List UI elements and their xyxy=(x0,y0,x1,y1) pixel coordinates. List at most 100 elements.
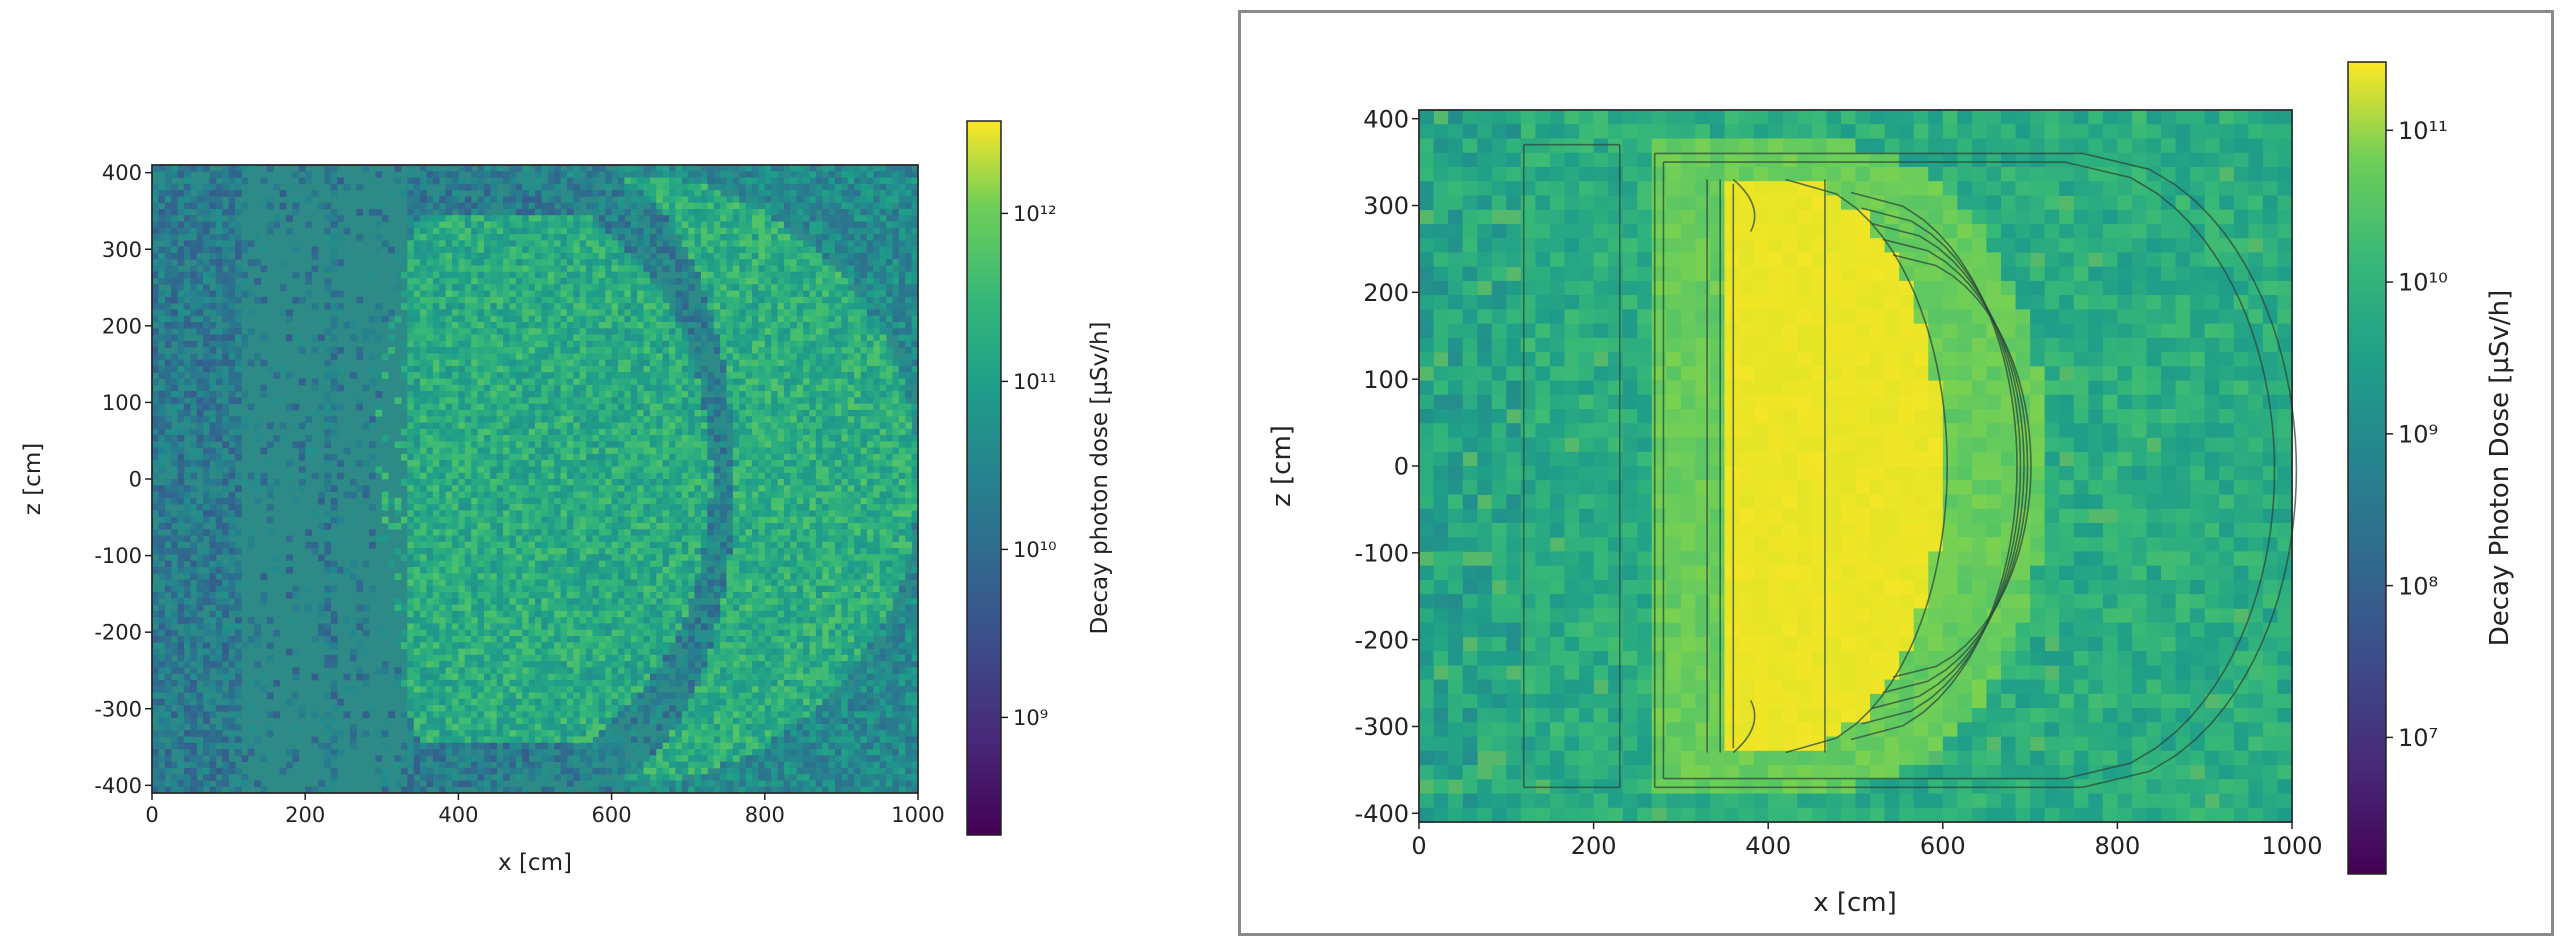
left-heatmap-cell xyxy=(203,497,210,505)
left-heatmap-cell xyxy=(464,403,472,411)
left-heatmap-cell xyxy=(234,472,242,480)
left-heatmap-cell xyxy=(860,485,868,492)
left-heatmap-cell xyxy=(164,435,172,442)
left-heatmap-cell xyxy=(758,296,766,304)
left-heatmap-cell xyxy=(171,435,178,442)
left-heatmap-cell xyxy=(592,365,600,373)
left-heatmap-cell xyxy=(892,328,900,335)
left-heatmap-cell xyxy=(266,491,274,499)
left-heatmap-cell xyxy=(196,359,204,367)
left-heatmap-cell xyxy=(183,403,191,411)
left-heatmap-cell xyxy=(522,391,530,398)
left-heatmap-cell xyxy=(464,183,472,191)
left-heatmap-cell xyxy=(515,190,523,197)
left-heatmap-cell xyxy=(579,315,587,323)
left-heatmap-cell xyxy=(445,384,453,392)
left-heatmap-cell xyxy=(579,447,587,455)
left-heatmap-cell xyxy=(152,221,159,229)
left-heatmap-cell xyxy=(815,372,823,379)
left-heatmap-cell xyxy=(688,196,695,204)
left-heatmap-cell xyxy=(477,497,485,505)
left-heatmap-cell xyxy=(343,491,351,499)
left-heatmap-cell xyxy=(439,372,447,379)
left-heatmap-cell xyxy=(483,252,491,260)
left-heatmap-cell xyxy=(260,479,268,486)
left-heatmap-cell xyxy=(828,284,836,291)
left-heatmap-cell xyxy=(490,190,498,197)
left-heatmap-cell xyxy=(879,491,887,499)
left-heatmap-cell xyxy=(630,208,638,216)
left-heatmap-cell xyxy=(873,196,881,204)
left-heatmap-cell xyxy=(420,365,427,373)
left-heatmap-cell xyxy=(662,303,670,310)
left-heatmap-cell xyxy=(656,303,664,310)
left-heatmap-cell xyxy=(560,391,568,398)
left-heatmap-cell xyxy=(803,340,810,348)
left-heatmap-cell xyxy=(228,215,236,222)
left-heatmap-cell xyxy=(624,428,632,436)
left-heatmap-cell xyxy=(758,353,766,361)
left-heatmap-cell xyxy=(566,359,574,367)
left-heatmap-cell xyxy=(617,472,625,480)
left-heatmap-cell xyxy=(598,409,606,417)
left-heatmap-cell xyxy=(777,221,785,229)
left-heatmap-cell xyxy=(535,422,542,430)
left-heatmap-cell xyxy=(247,472,255,480)
left-heatmap-cell xyxy=(822,391,830,398)
left-heatmap-cell xyxy=(554,353,561,361)
left-heatmap-cell xyxy=(758,278,766,285)
left-heatmap-cell xyxy=(866,177,874,185)
left-heatmap-cell xyxy=(477,221,485,229)
left-heatmap-cell xyxy=(483,416,491,423)
left-heatmap-cell xyxy=(898,485,906,492)
left-heatmap-cell xyxy=(771,372,778,379)
left-heatmap-cell xyxy=(841,384,849,392)
left-heatmap-cell xyxy=(535,227,542,235)
left-heatmap-cell xyxy=(234,428,242,436)
left-heatmap-cell xyxy=(477,171,485,178)
left-heatmap-cell xyxy=(490,472,498,480)
left-heatmap-cell xyxy=(828,278,836,285)
left-heatmap-cell xyxy=(822,202,830,210)
left-heatmap-cell xyxy=(777,365,785,373)
left-heatmap-cell xyxy=(509,284,517,291)
left-heatmap-cell xyxy=(707,447,715,455)
left-heatmap-cell xyxy=(911,347,919,354)
left-heatmap-cell xyxy=(783,165,791,172)
left-heatmap-cell xyxy=(515,246,523,254)
left-heatmap-cell xyxy=(566,252,574,260)
left-heatmap-cell xyxy=(879,183,887,191)
left-heatmap-cell xyxy=(854,353,861,361)
left-heatmap-cell xyxy=(190,472,198,480)
left-heatmap-cell xyxy=(177,315,185,323)
left-heatmap-cell xyxy=(324,177,332,185)
left-heatmap-cell xyxy=(745,491,753,499)
left-heatmap-cell xyxy=(528,441,536,448)
left-heatmap-cell xyxy=(669,334,676,342)
left-heatmap-cell xyxy=(439,322,447,329)
left-heatmap-cell xyxy=(790,259,798,266)
left-heatmap-cell xyxy=(732,315,740,323)
left-heatmap-cell xyxy=(547,372,555,379)
left-heatmap-cell xyxy=(777,165,785,172)
left-heatmap-cell xyxy=(624,353,632,361)
left-heatmap-cell xyxy=(790,202,798,210)
left-heatmap-cell xyxy=(860,177,868,185)
left-heatmap-cell xyxy=(624,177,632,185)
left-heatmap-cell xyxy=(426,296,434,304)
left-heatmap-cell xyxy=(649,208,657,216)
left-heatmap-cell xyxy=(854,378,861,386)
left-heatmap-cell xyxy=(432,296,440,304)
left-heatmap-cell xyxy=(898,416,906,423)
left-heatmap-cell xyxy=(439,428,447,436)
left-heatmap-cell xyxy=(452,290,459,298)
left-heatmap-cell xyxy=(873,353,881,361)
left-heatmap-cell xyxy=(624,296,632,304)
left-heatmap-cell xyxy=(828,428,836,436)
left-heatmap-cell xyxy=(790,479,798,486)
left-heatmap-cell xyxy=(886,234,893,241)
left-heatmap-cell xyxy=(771,447,778,455)
left-heatmap-cell xyxy=(598,365,606,373)
left-heatmap-cell xyxy=(892,240,900,248)
left-heatmap-cell xyxy=(515,271,523,279)
